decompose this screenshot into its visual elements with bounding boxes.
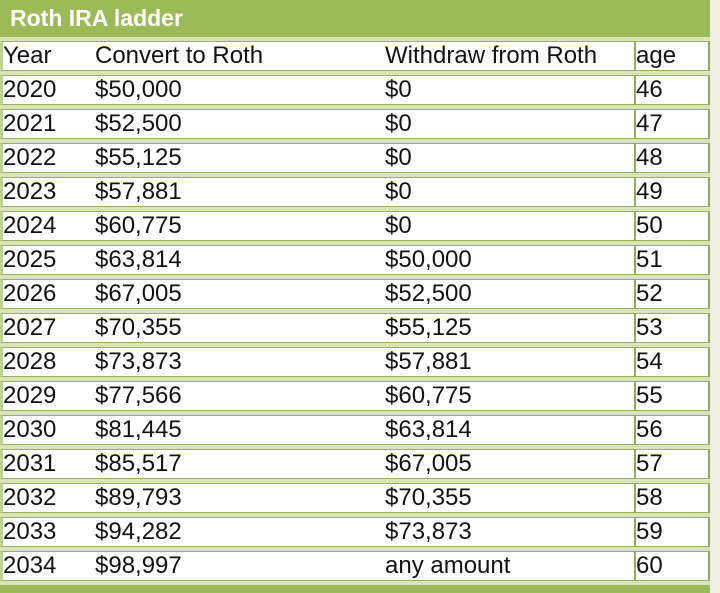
- table-row: 2026 $67,005 $52,500 52: [0, 279, 710, 309]
- table-row: 2021 $52,500 $0 47: [0, 109, 710, 139]
- cell-convert: $98,997: [95, 551, 385, 581]
- cell-year: 2022: [0, 143, 95, 173]
- cell-age: 59: [634, 517, 710, 547]
- cell-convert: $67,005: [95, 279, 385, 309]
- cell-convert: $60,775: [95, 211, 385, 241]
- cell-age: 56: [634, 415, 710, 445]
- cell-convert: $85,517: [95, 449, 385, 479]
- cell-convert: $55,125: [95, 143, 385, 173]
- cell-withdraw: $0: [385, 211, 634, 241]
- cell-age: 54: [634, 347, 710, 377]
- cell-convert: $50,000: [95, 75, 385, 105]
- cell-age: 60: [634, 551, 710, 581]
- cell-year: 2021: [0, 109, 95, 139]
- cell-age: 47: [634, 109, 710, 139]
- cell-year: 2024: [0, 211, 95, 241]
- cell-convert: $52,500: [95, 109, 385, 139]
- table-row: 2033 $94,282 $73,873 59: [0, 517, 710, 547]
- cell-year: 2031: [0, 449, 95, 479]
- col-header-age: age: [634, 41, 710, 71]
- cell-age: 50: [634, 211, 710, 241]
- table-body: 2020 $50,000 $0 46 2021 $52,500 $0 47 2022 $55,12…: [0, 75, 710, 581]
- cell-withdraw: $0: [385, 109, 634, 139]
- cell-age: 48: [634, 143, 710, 173]
- table-row: 2030 $81,445 $63,814 56: [0, 415, 710, 445]
- table-row: 2023 $57,881 $0 49: [0, 177, 710, 207]
- cell-convert: $94,282: [95, 517, 385, 547]
- cell-withdraw: $60,775: [385, 381, 634, 411]
- col-header-convert: Convert to Roth: [95, 41, 385, 71]
- cell-withdraw: $52,500: [385, 279, 634, 309]
- table-row: 2029 $77,566 $60,775 55: [0, 381, 710, 411]
- cell-year: 2029: [0, 381, 95, 411]
- cell-year: 2026: [0, 279, 95, 309]
- table-row: 2024 $60,775 $0 50: [0, 211, 710, 241]
- table-row: 2028 $73,873 $57,881 54: [0, 347, 710, 377]
- ladder-table: Year Convert to Roth Withdraw from Roth …: [0, 37, 710, 585]
- col-header-year: Year: [0, 41, 95, 71]
- table-row: 2027 $70,355 $55,125 53: [0, 313, 710, 343]
- cell-convert: $89,793: [95, 483, 385, 513]
- cell-age: 52: [634, 279, 710, 309]
- cell-year: 2032: [0, 483, 95, 513]
- cell-year: 2023: [0, 177, 95, 207]
- table-title: Roth IRA ladder: [0, 0, 710, 37]
- cell-withdraw: any amount: [385, 551, 634, 581]
- cell-age: 49: [634, 177, 710, 207]
- table-row: 2020 $50,000 $0 46: [0, 75, 710, 105]
- cell-withdraw: $73,873: [385, 517, 634, 547]
- cell-year: 2027: [0, 313, 95, 343]
- col-header-withdraw: Withdraw from Roth: [385, 41, 634, 71]
- cell-age: 55: [634, 381, 710, 411]
- cell-age: 51: [634, 245, 710, 275]
- cell-withdraw: $50,000: [385, 245, 634, 275]
- table-row: 2034 $98,997 any amount 60: [0, 551, 710, 581]
- cell-convert: $73,873: [95, 347, 385, 377]
- cell-withdraw: $0: [385, 143, 634, 173]
- cell-age: 46: [634, 75, 710, 105]
- cell-year: 2025: [0, 245, 95, 275]
- cell-year: 2028: [0, 347, 95, 377]
- cell-year: 2020: [0, 75, 95, 105]
- cell-year: 2033: [0, 517, 95, 547]
- cell-age: 58: [634, 483, 710, 513]
- cell-withdraw: $0: [385, 177, 634, 207]
- cell-convert: $63,814: [95, 245, 385, 275]
- table-row: 2031 $85,517 $67,005 57: [0, 449, 710, 479]
- cell-withdraw: $0: [385, 75, 634, 105]
- table-row: 2032 $89,793 $70,355 58: [0, 483, 710, 513]
- cell-age: 53: [634, 313, 710, 343]
- cell-year: 2030: [0, 415, 95, 445]
- cell-age: 57: [634, 449, 710, 479]
- table-row: 2022 $55,125 $0 48: [0, 143, 710, 173]
- cell-withdraw: $63,814: [385, 415, 634, 445]
- cell-withdraw: $57,881: [385, 347, 634, 377]
- cell-withdraw: $70,355: [385, 483, 634, 513]
- cell-withdraw: $55,125: [385, 313, 634, 343]
- table-row: 2025 $63,814 $50,000 51: [0, 245, 710, 275]
- cell-convert: $70,355: [95, 313, 385, 343]
- cell-withdraw: $67,005: [385, 449, 634, 479]
- cell-convert: $77,566: [95, 381, 385, 411]
- cell-convert: $57,881: [95, 177, 385, 207]
- cell-year: 2034: [0, 551, 95, 581]
- cell-convert: $81,445: [95, 415, 385, 445]
- header-row: Year Convert to Roth Withdraw from Roth …: [0, 41, 710, 71]
